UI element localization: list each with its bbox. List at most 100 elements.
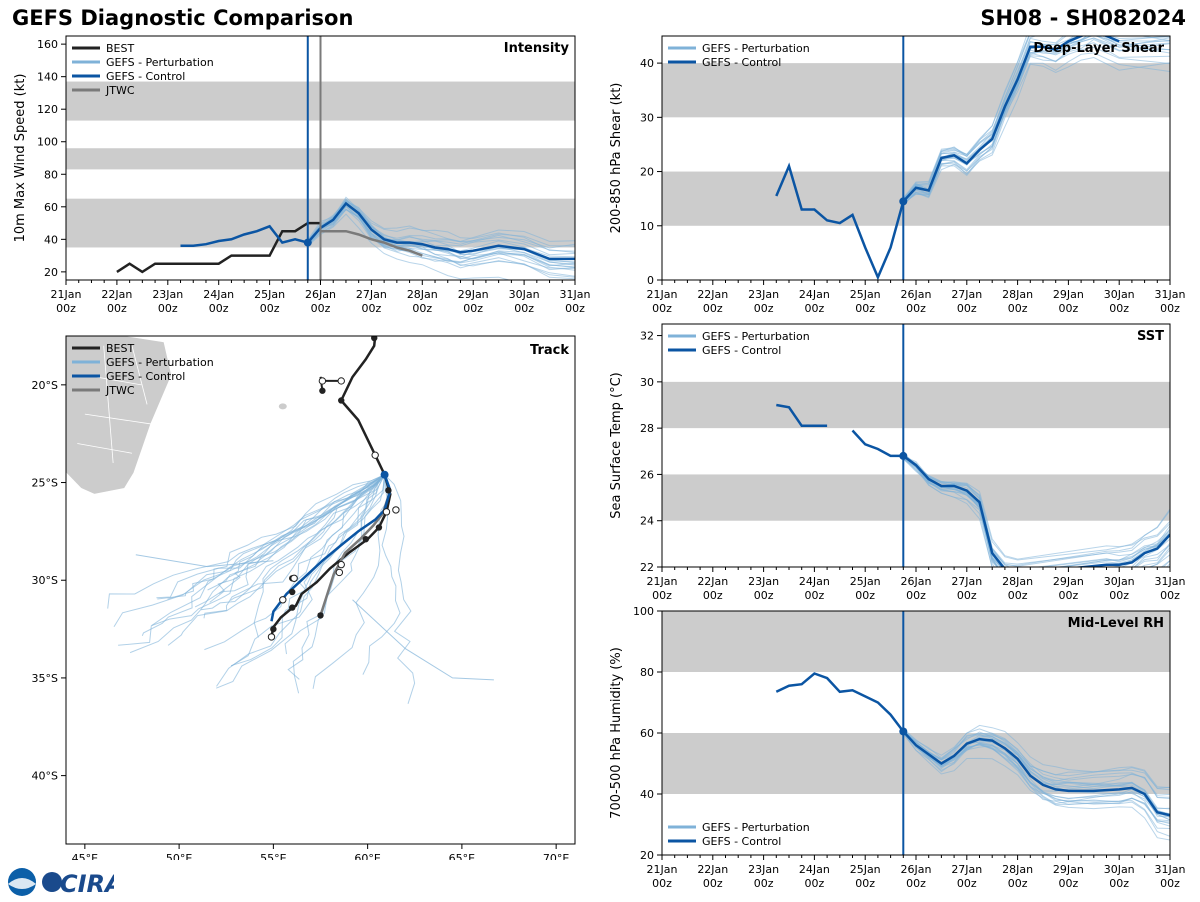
best-position-marker: [375, 524, 383, 531]
y-tick-label: 22: [640, 561, 654, 574]
perturbation-track: [312, 474, 389, 689]
x-tick-label: 21Jan: [647, 863, 678, 876]
y-tick-label: 80: [640, 666, 654, 679]
legend-label: GEFS - Perturbation: [106, 356, 214, 369]
y-axis-label: Sea Surface Temp (°C): [609, 372, 624, 519]
best-position-marker-open: [279, 596, 287, 604]
x-tick-label: 00z: [754, 302, 774, 315]
control-line: [180, 201, 575, 261]
legend-label: GEFS - Control: [106, 70, 185, 83]
perturbation-track: [352, 599, 494, 681]
y-tick-label: 26: [640, 468, 654, 481]
legend-label: GEFS - Control: [702, 344, 781, 357]
jtwc-track: [319, 490, 392, 616]
perturbation-track: [107, 474, 385, 609]
x-tick-label: 22Jan: [697, 863, 728, 876]
x-tick-label: 00z: [362, 302, 382, 315]
perturbation-track: [209, 474, 385, 603]
x-tick-label: 00z: [260, 302, 280, 315]
x-tick-label: 00z: [1160, 302, 1180, 315]
x-tick-label: 24Jan: [799, 863, 830, 876]
legend-label: JTWC: [105, 84, 135, 97]
control-start-marker: [380, 470, 389, 479]
perturbation-line: [307, 213, 512, 280]
storm-id: SH08 - SH082024: [980, 6, 1186, 30]
x-tick-label: 30Jan: [1104, 288, 1135, 301]
y-tick-label: 30: [640, 376, 654, 389]
x-tick-label: 21Jan: [647, 575, 678, 588]
x-tick-label: 00z: [805, 302, 825, 315]
x-tick-label: 26Jan: [901, 575, 932, 588]
best-position-marker-open: [267, 633, 276, 641]
best-position-marker: [319, 387, 326, 394]
y-tick-label: 24: [640, 515, 654, 528]
y-tick-label: 30°S: [32, 574, 58, 587]
x-tick-label: 23Jan: [748, 575, 779, 588]
perturbation-line: [307, 208, 575, 271]
x-tick-label: 00z: [957, 302, 977, 315]
y-tick-label: 30: [640, 111, 654, 124]
x-tick-label: 25Jan: [850, 575, 881, 588]
best-line: [116, 221, 321, 274]
y-tick-label: 20: [44, 266, 58, 279]
x-tick-label: 31Jan: [560, 288, 590, 301]
x-tick-label: 00z: [754, 877, 774, 890]
x-tick-label: 24Jan: [203, 288, 234, 301]
admin-boundary: [77, 443, 133, 454]
x-tick-label: 65°E: [449, 852, 475, 860]
best-position-marker-open: [335, 568, 344, 577]
init-point: [899, 727, 908, 736]
x-tick-label: 70°E: [543, 852, 569, 860]
shaded-band: [662, 63, 1170, 118]
perturbation-track: [287, 474, 385, 608]
legend-label: GEFS - Perturbation: [702, 330, 810, 343]
plot-area: [662, 611, 1170, 855]
legend-label: GEFS - Control: [106, 370, 185, 383]
x-tick-label: 27Jan: [951, 288, 982, 301]
x-tick-label: 28Jan: [407, 288, 438, 301]
perturbation-line: [902, 727, 1170, 796]
plot-area: [662, 36, 1170, 280]
perturbation-line: [902, 458, 1170, 567]
perturbation-track: [207, 474, 385, 591]
panel-title: Deep-Layer Shear: [1033, 41, 1164, 56]
reunion-island: [278, 403, 287, 410]
x-tick-label: 31Jan: [1155, 575, 1186, 588]
x-tick-label: 00z: [1059, 589, 1079, 602]
best-position-marker-open: [318, 377, 327, 385]
legend-label: GEFS - Perturbation: [106, 56, 214, 69]
y-tick-label: 10: [640, 220, 654, 233]
perturbation-line: [903, 456, 1170, 561]
y-tick-label: 40: [44, 233, 58, 246]
perturbation-line: [902, 36, 1030, 201]
perturbation-track: [284, 474, 386, 655]
x-tick-label: 31Jan: [1155, 863, 1186, 876]
y-tick-label: 40°S: [32, 770, 58, 783]
control-line: [775, 672, 1170, 817]
x-tick-label: 50°E: [166, 852, 192, 860]
x-tick-label: 30Jan: [1104, 575, 1135, 588]
x-tick-label: 00z: [906, 302, 926, 315]
best-position-marker-open: [392, 506, 400, 514]
init-point: [899, 197, 908, 206]
x-tick-label: 00z: [565, 302, 585, 315]
x-tick-label: 00z: [652, 877, 672, 890]
perturbation-line: [307, 198, 575, 246]
y-axis-label: 10m Max Wind Speed (kt): [13, 74, 28, 243]
x-tick-label: 25Jan: [850, 288, 881, 301]
perturbation-line: [902, 724, 1170, 789]
y-tick-label: 28: [640, 422, 654, 435]
y-tick-label: 100: [37, 136, 58, 149]
x-tick-label: 22Jan: [697, 288, 728, 301]
x-tick-label: 00z: [805, 589, 825, 602]
perturbation-line: [307, 200, 575, 252]
x-tick-label: 00z: [805, 877, 825, 890]
shaded-band: [662, 171, 1170, 226]
x-tick-label: 00z: [158, 302, 178, 315]
page-title: GEFS Diagnostic Comparison: [12, 6, 354, 30]
x-tick-label: 21Jan: [647, 288, 678, 301]
x-tick-label: 26Jan: [901, 288, 932, 301]
x-tick-label: 00z: [703, 302, 723, 315]
x-tick-label: 45°E: [72, 852, 98, 860]
x-tick-label: 55°E: [260, 852, 286, 860]
